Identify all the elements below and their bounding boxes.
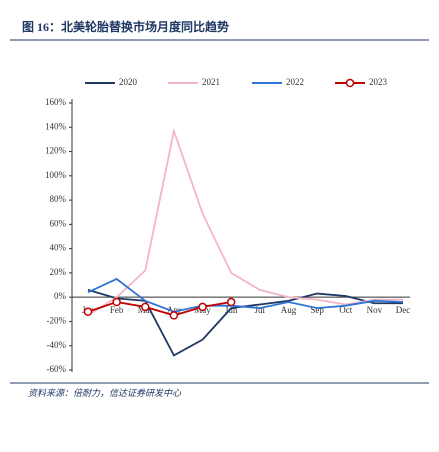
point-marker — [226, 297, 236, 307]
point-marker — [83, 307, 93, 316]
series-line — [87, 277, 404, 313]
y-tick-label: 60% — [50, 218, 67, 228]
y-tick-label: -20% — [47, 316, 67, 326]
legend-label: 2021 — [202, 77, 220, 87]
legend-label: 2022 — [286, 77, 304, 87]
y-tick-label: 20% — [50, 267, 67, 277]
y-tick-label: 160% — [45, 97, 67, 107]
y-tick-label: -60% — [47, 364, 67, 374]
y-tick-label: 80% — [50, 194, 67, 204]
x-tick-label: Oct — [339, 305, 352, 315]
source: 资料来源：倍耐力，信达证券研发中心 — [28, 388, 182, 398]
x-tick-label: Nov — [367, 305, 383, 315]
y-tick-label: 40% — [50, 243, 67, 253]
y-tick-label: 140% — [45, 121, 67, 131]
legend-label: 2020 — [119, 77, 138, 87]
point-marker — [198, 302, 207, 312]
chart-title: 图 16：北美轮胎替换市场月度同比趋势 — [22, 19, 229, 34]
x-tick-label: Sep — [310, 305, 324, 315]
y-tick-label: 120% — [45, 146, 67, 156]
point-marker — [112, 297, 121, 307]
x-tick-label: Jun — [225, 305, 238, 315]
series-line — [87, 301, 232, 317]
point-marker — [141, 302, 150, 312]
x-tick-label: Feb — [110, 305, 124, 315]
y-tick-label: -40% — [47, 340, 67, 350]
series-line — [87, 289, 403, 357]
legend-label: 2023 — [369, 77, 388, 87]
x-tick-label: Apr — [167, 305, 181, 315]
x-tick-label: Jul — [255, 305, 266, 315]
y-tick-label: 100% — [45, 170, 67, 180]
x-tick-label: Aug — [281, 305, 297, 315]
legend-marker — [345, 78, 355, 88]
point-marker — [169, 311, 179, 320]
y-tick-label: 0% — [54, 291, 67, 301]
series-line — [87, 127, 403, 317]
x-tick-label: Dec — [396, 305, 411, 315]
